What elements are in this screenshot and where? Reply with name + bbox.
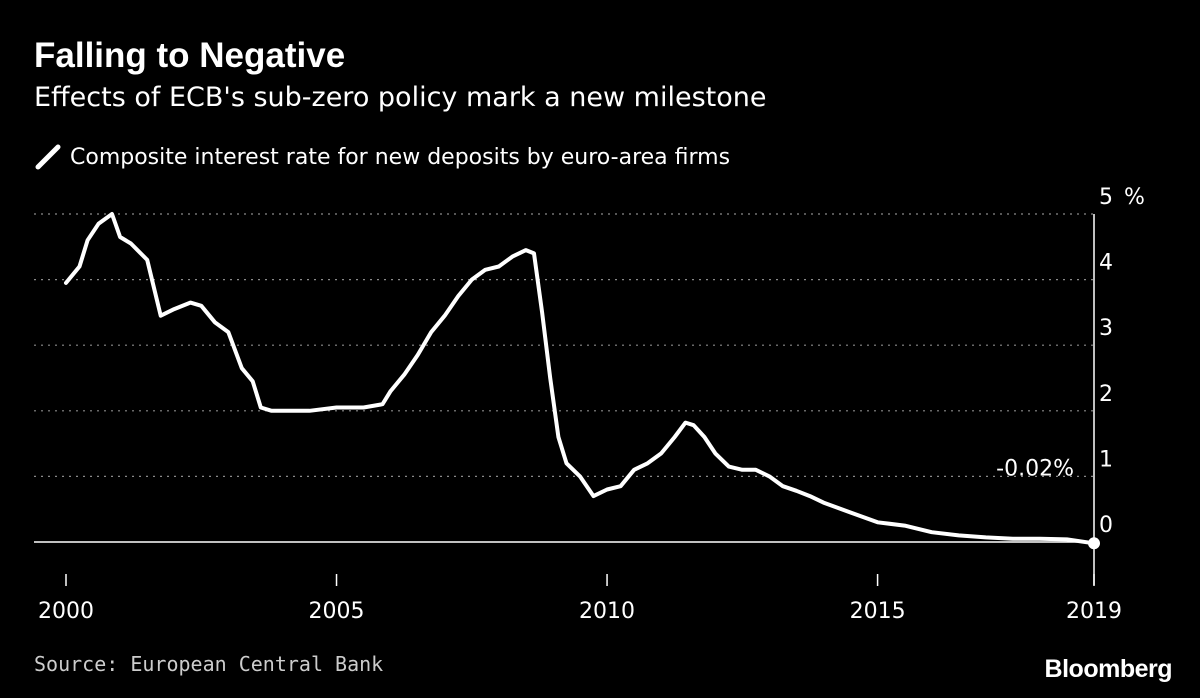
x-tick-label-2010: 2010	[579, 599, 635, 624]
series-layer	[64, 212, 1100, 550]
legend: Composite interest rate for new deposits…	[34, 143, 730, 171]
bloomberg-logo: Bloomberg	[1044, 655, 1173, 683]
y-tick-label-4: 4	[1099, 251, 1113, 276]
axes	[65, 214, 1095, 586]
legend-line-icon	[35, 144, 61, 170]
tick-labels: 0 1 2 3 4 5 % 2000 2005 2010 2015 2019 -0.02%	[38, 185, 1145, 624]
y-tick-label-1: 1	[1099, 447, 1113, 472]
y-tick-label-5: 5	[1099, 185, 1113, 210]
source-note: Source: European Central Bank	[34, 652, 384, 676]
latest-value-point	[1088, 537, 1100, 550]
y-tick-label-3: 3	[1099, 316, 1113, 341]
y-tick-label-2: 2	[1099, 382, 1113, 407]
grid-lines	[34, 213, 1094, 543]
y-tick-label-0: 0	[1099, 513, 1113, 538]
x-tick-label-2005: 2005	[309, 599, 365, 624]
chart-title: Falling to Negative	[34, 36, 346, 75]
x-tick-label-2000: 2000	[38, 599, 94, 624]
latest-value-label: -0.02%	[996, 456, 1074, 481]
x-tick-label-2015: 2015	[850, 599, 906, 624]
legend-label: Composite interest rate for new deposits…	[70, 144, 731, 170]
series-line-0	[64, 212, 1096, 546]
y-unit-label: %	[1124, 185, 1145, 210]
chart-subtitle: Effects of ECB's sub-zero policy mark a …	[34, 82, 767, 113]
x-tick-label-2019: 2019	[1066, 599, 1122, 624]
